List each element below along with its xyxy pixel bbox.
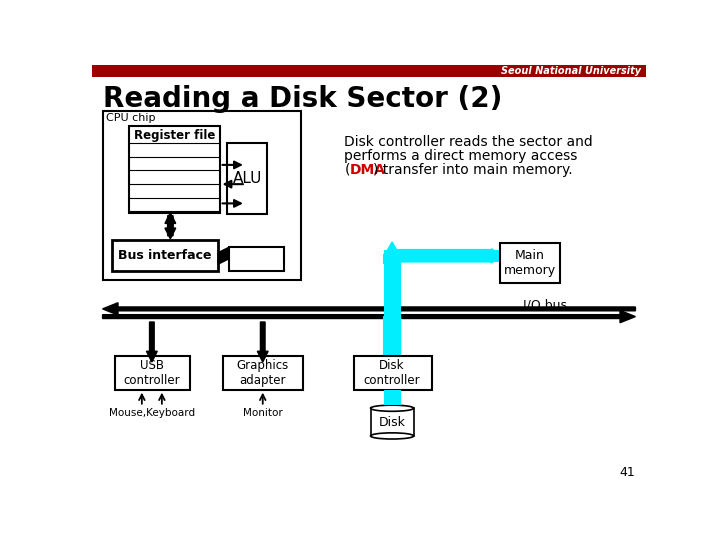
Bar (384, 313, 400, 390)
Bar (371, 408, 414, 436)
Text: I/O bus: I/O bus (523, 299, 567, 312)
Ellipse shape (371, 433, 414, 439)
Text: Graphics
adapter: Graphics adapter (237, 359, 289, 387)
Text: USB
controller: USB controller (124, 359, 180, 387)
Text: Disk: Disk (379, 416, 405, 429)
Bar (112, 240, 218, 271)
Text: Monitor: Monitor (243, 408, 283, 418)
Text: Register file: Register file (133, 129, 215, 142)
FancyArrow shape (165, 215, 176, 239)
Text: Disk
controller: Disk controller (364, 359, 420, 387)
FancyArrow shape (218, 253, 229, 264)
FancyArrow shape (146, 322, 157, 362)
Text: Disk controller reads the sector and: Disk controller reads the sector and (344, 135, 593, 149)
Bar (92, 65, 647, 77)
Bar (228, 143, 267, 214)
Bar (115, 356, 190, 390)
Text: Seoul National University: Seoul National University (501, 66, 642, 76)
Text: Bus interface: Bus interface (118, 249, 212, 262)
Bar (222, 356, 303, 390)
Bar (129, 126, 220, 213)
Text: ) transfer into main memory.: ) transfer into main memory. (373, 163, 572, 177)
Text: DMA: DMA (350, 163, 386, 177)
Bar (354, 356, 432, 390)
FancyArrow shape (165, 213, 176, 236)
Text: Reading a Disk Sector (2): Reading a Disk Sector (2) (102, 85, 502, 113)
FancyArrow shape (102, 303, 636, 315)
FancyArrow shape (384, 242, 400, 264)
Text: Main
memory: Main memory (504, 249, 556, 278)
Text: ALU: ALU (233, 171, 262, 186)
FancyArrow shape (102, 310, 636, 323)
FancyArrow shape (218, 247, 229, 258)
Text: performs a direct memory access: performs a direct memory access (344, 148, 577, 163)
Bar (384, 249, 400, 313)
FancyArrow shape (392, 249, 504, 262)
FancyArrow shape (384, 316, 400, 397)
Bar (384, 390, 400, 405)
Text: CPU chip: CPU chip (107, 113, 156, 123)
Bar (392, 249, 500, 262)
Bar (229, 247, 284, 271)
Text: (: ( (344, 163, 350, 177)
Bar (500, 244, 560, 284)
Text: Mouse,Keyboard: Mouse,Keyboard (109, 408, 195, 418)
FancyArrow shape (257, 322, 268, 362)
Bar (102, 111, 301, 280)
Text: 41: 41 (620, 467, 636, 480)
Ellipse shape (371, 405, 414, 411)
